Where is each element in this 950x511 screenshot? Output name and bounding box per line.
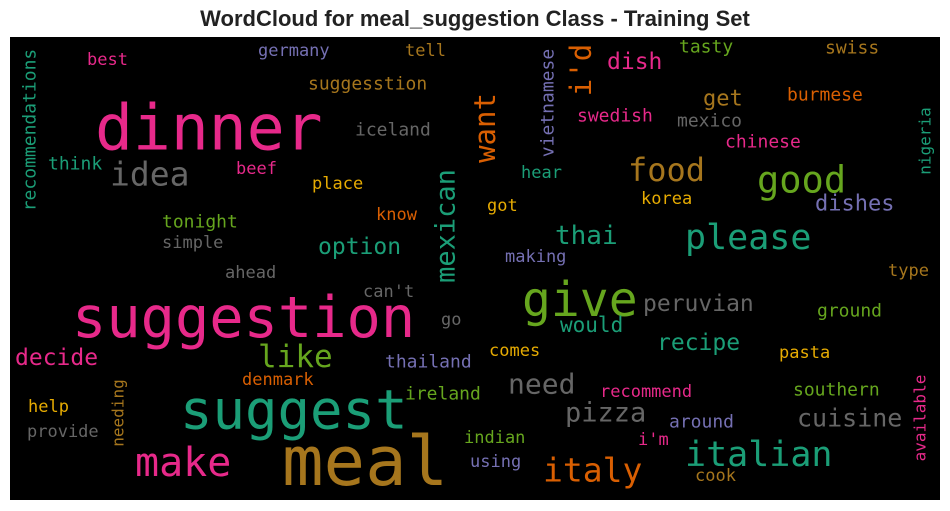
word: recipe [657,330,740,356]
word: place [312,174,363,194]
word: simple [162,233,223,253]
word: suggesstion [308,74,427,95]
word: beef [236,159,277,179]
word: get [703,87,743,112]
word: mexican [431,169,462,283]
word: dishes [815,192,894,217]
word: option [318,234,401,260]
word: tell [405,41,446,61]
word: thailand [385,352,472,373]
word: cuisine [797,404,902,433]
word: want [468,93,502,163]
word: ireland [405,384,481,405]
word: meal [282,422,448,502]
word: using [470,452,521,472]
word: help [28,397,69,417]
word: making [505,247,566,267]
word: best [87,50,128,70]
word: make [135,440,231,486]
word: food [628,151,705,189]
word: think [48,154,102,175]
word: i'd [564,44,598,96]
word: provide [27,422,99,442]
word: peruvian [643,291,754,317]
word: cook [695,466,736,486]
word: please [685,218,811,258]
word: tonight [162,212,238,233]
word: need [508,368,575,401]
word: vietnamese [538,49,559,157]
word: pasta [779,343,830,363]
word: nigeria [916,107,935,174]
word: give [522,272,638,328]
word: iceland [355,120,431,141]
word: italy [543,451,642,490]
word: swiss [825,38,879,59]
word: chinese [725,132,801,153]
word: can't [363,282,414,302]
word: ahead [225,263,276,283]
word: italian [685,435,833,475]
word: available [911,375,930,462]
chart-title: WordCloud for meal_suggestion Class - Tr… [200,6,750,31]
word: got [487,196,518,216]
cloud-background [10,37,940,500]
word: suggest [180,379,408,442]
word: would [560,313,623,337]
word: indian [464,428,525,448]
word: i'm [638,430,669,450]
word: go [441,310,461,330]
word: idea [110,155,189,194]
word: southern [793,380,880,401]
word: mexico [677,111,742,132]
word: pizza [565,398,646,429]
word: dish [607,49,662,75]
word: korea [641,189,692,209]
word: burmese [787,85,863,106]
word: type [888,261,929,281]
word: decide [15,345,98,371]
word: suggestion [72,285,415,351]
word: good [757,159,846,202]
word: germany [258,41,330,61]
word: around [669,412,734,433]
word: tasty [679,37,733,58]
word: know [376,205,418,225]
word: recommend [600,382,692,402]
word: comes [489,341,540,361]
word: swedish [577,106,653,127]
word: ground [817,301,882,322]
word: needing [109,379,128,446]
word: thai [555,221,618,251]
word: like [258,339,333,375]
word: dinner [95,92,323,165]
word: hear [521,163,562,183]
word: recommendations [20,49,41,212]
word: denmark [242,370,314,390]
